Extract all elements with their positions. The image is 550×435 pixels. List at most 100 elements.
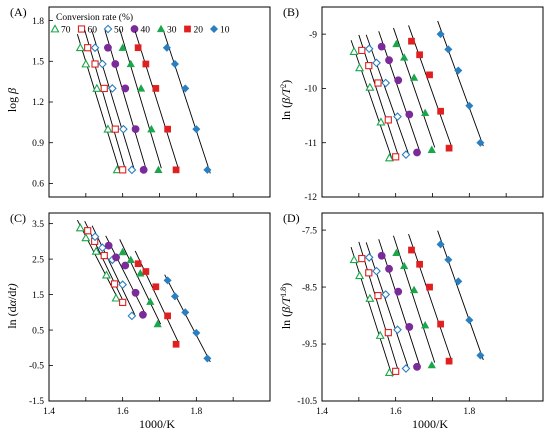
panel-a-y-axis-title: log β (5, 88, 19, 112)
data-point-50 (127, 311, 137, 321)
data-point-60 (119, 298, 127, 306)
y-tick-label: 1.8 (32, 17, 44, 27)
fit-line-60 (84, 220, 127, 307)
panel-d: (D) ln (β/T1.8) 1.4 1.6 1.8 -7.5 -8.5 -9.5 -10… (279, 211, 544, 431)
y-tick-label: 0.9 (32, 139, 44, 149)
legend-marker-40 (130, 25, 139, 33)
panel-c-y-axis-title: ln (dα/dt) (5, 283, 19, 328)
x-tick-label: 1.6 (117, 407, 129, 417)
data-point-30 (118, 43, 127, 51)
data-point-30 (400, 53, 409, 61)
data-point-20 (445, 144, 453, 152)
data-point-10 (170, 292, 179, 301)
data-point-60 (84, 227, 92, 235)
data-point-10 (454, 66, 463, 75)
legend-marker-30 (156, 24, 166, 33)
data-point-40 (131, 125, 140, 134)
data-point-40 (413, 148, 421, 157)
x-tick-label: 1.8 (463, 407, 475, 417)
data-point-60 (111, 125, 119, 133)
data-point-40 (394, 287, 403, 296)
data-point-10 (465, 316, 474, 325)
legend-title: Conversion rate (%) (56, 12, 133, 23)
data-point-40 (131, 288, 140, 297)
fit-line-30 (393, 235, 436, 363)
legend-label-20: 20 (194, 26, 204, 36)
data-point-10 (436, 240, 445, 249)
fit-line-30 (119, 29, 162, 169)
data-point-50 (381, 78, 391, 88)
data-point-20 (142, 60, 150, 68)
data-point-10 (444, 45, 453, 54)
data-point-10 (162, 43, 171, 52)
fit-line-20 (408, 25, 453, 149)
data-point-60 (374, 291, 382, 300)
data-point-70 (75, 42, 85, 52)
panel-a-plot: 1.8 1.5 1.2 0.9 0.6 (32, 6, 271, 198)
y-tick-label: 0.6 (32, 180, 44, 190)
data-point-30 (427, 360, 436, 369)
fit-line-30 (119, 239, 162, 325)
data-point-40 (121, 84, 130, 93)
data-point-10 (203, 165, 212, 174)
data-point-10 (444, 255, 453, 264)
y-tick-label: -8.5 (302, 283, 317, 293)
data-point-70 (75, 223, 85, 232)
data-point-20 (426, 283, 433, 291)
data-point-40 (377, 251, 386, 260)
data-point-60 (392, 153, 400, 161)
data-point-30 (153, 319, 162, 328)
data-point-30 (400, 261, 409, 270)
fit-line-50 (365, 242, 410, 370)
data-point-30 (126, 59, 135, 68)
data-point-60 (365, 269, 373, 277)
y-tick-label: 1.5 (32, 291, 44, 301)
fit-line-50 (91, 31, 136, 172)
data-point-50 (107, 84, 117, 93)
y-tick-label: -9.5 (302, 340, 317, 350)
data-point-20 (152, 85, 160, 92)
panel-d-label: (D) (283, 211, 300, 225)
panel-a: (A) Conversion rate (%) 70 60 50 40 30 20 10 l… (5, 5, 271, 198)
data-point-70 (375, 330, 385, 339)
legend-label-30: 30 (167, 26, 177, 36)
data-point-10 (181, 84, 190, 93)
y-tick-label: -10.5 (297, 397, 317, 407)
legend-marker-60 (77, 25, 86, 33)
data-point-20 (408, 37, 415, 45)
data-point-20 (152, 283, 160, 291)
legend-label-70: 70 (61, 26, 71, 36)
fit-line-20 (408, 233, 453, 362)
panel-c-plot: 1.4 1.6 1.8 3.5 2.5 1.5 0.5 -0.5 -1.5 (29, 212, 271, 417)
y-tick-label: 0.5 (32, 326, 44, 336)
data-point-30 (421, 321, 430, 329)
panel-c-label: (C) (10, 211, 26, 225)
fit-line-20 (134, 31, 180, 171)
fit-line-50 (365, 34, 410, 156)
data-point-30 (392, 39, 401, 48)
data-point-20 (416, 51, 423, 59)
data-point-60 (110, 280, 119, 288)
data-point-40 (139, 165, 148, 174)
y-tick-label: 1.5 (32, 57, 44, 67)
panel-d-plot: 1.4 1.6 1.8 -7.5 -8.5 -9.5 -10.5 (297, 212, 544, 417)
data-point-20 (164, 125, 171, 133)
fit-line-20 (134, 250, 180, 344)
data-point-30 (154, 165, 163, 174)
data-point-10 (476, 138, 485, 147)
y-tick-label: 1.2 (32, 98, 44, 108)
data-point-10 (465, 101, 474, 110)
y-tick-label: -9 (309, 30, 317, 40)
data-point-70 (384, 367, 394, 376)
data-point-10 (203, 354, 212, 363)
data-point-40 (385, 56, 393, 65)
y-tick-label: 3.5 (32, 220, 44, 230)
fit-line-60 (358, 34, 400, 157)
data-point-40 (377, 42, 386, 51)
panel-d-y-axis-title: ln (β/T1.8) (279, 283, 293, 329)
data-point-10 (454, 277, 463, 286)
panel-b: (B) ln (β/T2) -9 -10 -11 -12 (279, 5, 544, 203)
data-point-50 (393, 112, 402, 122)
